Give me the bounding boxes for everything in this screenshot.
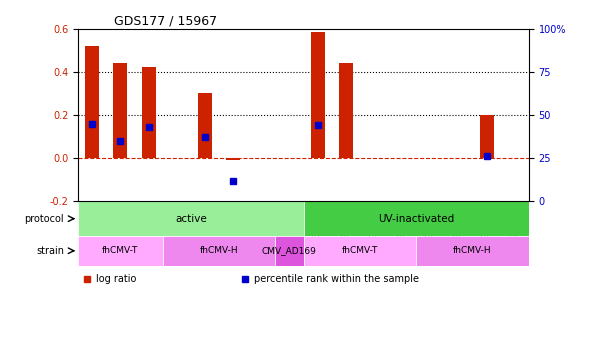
Text: strain: strain: [36, 246, 64, 256]
Bar: [304, 236, 416, 266]
Text: fhCMV-T: fhCMV-T: [102, 246, 139, 255]
Bar: [114, 63, 127, 158]
Bar: [163, 236, 275, 266]
Text: CMV_AD169: CMV_AD169: [262, 246, 317, 255]
Bar: [85, 46, 99, 158]
Text: GDS177 / 15967: GDS177 / 15967: [114, 14, 218, 27]
Bar: [78, 201, 304, 236]
Bar: [78, 236, 163, 266]
Bar: [416, 236, 529, 266]
Bar: [304, 201, 529, 236]
Bar: [226, 158, 240, 160]
Text: fhCMV-H: fhCMV-H: [453, 246, 492, 255]
Bar: [339, 63, 353, 158]
Text: active: active: [175, 214, 207, 224]
Text: UV-inactivated: UV-inactivated: [378, 214, 454, 224]
Bar: [311, 32, 325, 158]
Text: log ratio: log ratio: [96, 274, 136, 284]
Bar: [141, 67, 156, 158]
Text: fhCMV-T: fhCMV-T: [341, 246, 378, 255]
Bar: [480, 115, 493, 158]
Text: fhCMV-H: fhCMV-H: [200, 246, 239, 255]
Bar: [275, 236, 304, 266]
Bar: [198, 94, 212, 158]
Text: protocol: protocol: [25, 214, 64, 224]
Text: percentile rank within the sample: percentile rank within the sample: [254, 274, 419, 284]
